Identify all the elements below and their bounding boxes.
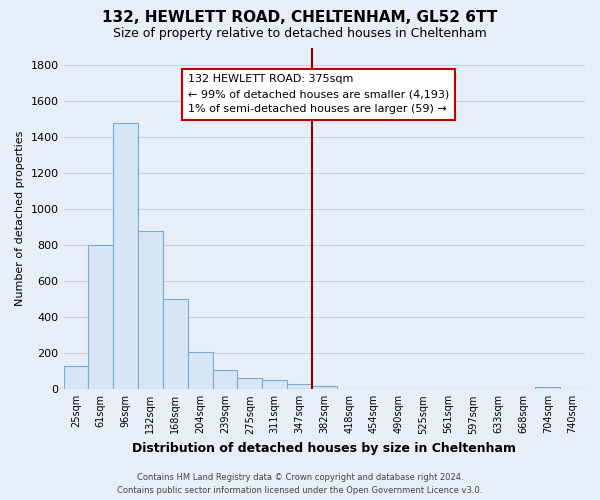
Bar: [188, 352, 212, 390]
Bar: [262, 380, 287, 390]
Text: 132 HEWLETT ROAD: 375sqm
← 99% of detached houses are smaller (4,193)
1% of semi: 132 HEWLETT ROAD: 375sqm ← 99% of detach…: [188, 74, 449, 114]
Bar: [163, 300, 188, 390]
Bar: [287, 384, 312, 390]
Text: Size of property relative to detached houses in Cheltenham: Size of property relative to detached ho…: [113, 28, 487, 40]
Bar: [113, 123, 138, 390]
X-axis label: Distribution of detached houses by size in Cheltenham: Distribution of detached houses by size …: [132, 442, 516, 455]
Bar: [212, 370, 238, 390]
Bar: [64, 366, 88, 390]
Bar: [312, 386, 337, 390]
Text: 132, HEWLETT ROAD, CHELTENHAM, GL52 6TT: 132, HEWLETT ROAD, CHELTENHAM, GL52 6TT: [103, 10, 497, 25]
Text: Contains HM Land Registry data © Crown copyright and database right 2024.
Contai: Contains HM Land Registry data © Crown c…: [118, 474, 482, 495]
Bar: [535, 386, 560, 390]
Bar: [238, 378, 262, 390]
Bar: [88, 246, 113, 390]
Bar: [138, 231, 163, 390]
Y-axis label: Number of detached properties: Number of detached properties: [15, 130, 25, 306]
